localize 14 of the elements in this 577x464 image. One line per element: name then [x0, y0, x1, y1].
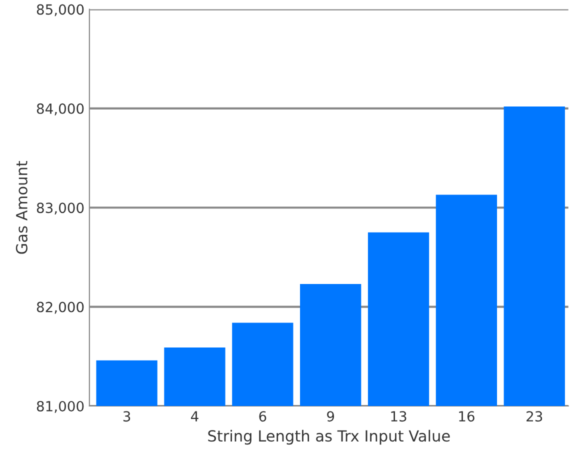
y-axis-title: Gas Amount: [16, 160, 28, 254]
y-tick-label: 82,000: [36, 302, 84, 314]
y-tick-label: 81,000: [36, 400, 84, 413]
x-tick-label: 13: [391, 411, 406, 422]
x-tick-label: 6: [259, 411, 266, 422]
x-axis-title: String Length as Trx Input Value: [208, 430, 450, 445]
y-tick-label: 83,000: [36, 202, 84, 215]
y-tick-label: 85,000: [36, 4, 84, 16]
x-tick-label: 3: [123, 411, 130, 422]
y-tick-label: 84,000: [36, 103, 84, 116]
x-tick-label: 16: [459, 411, 474, 422]
x-tick-label: 23: [526, 411, 542, 422]
x-tick-label: 9: [327, 411, 334, 422]
x-tick-label: 4: [190, 411, 198, 422]
